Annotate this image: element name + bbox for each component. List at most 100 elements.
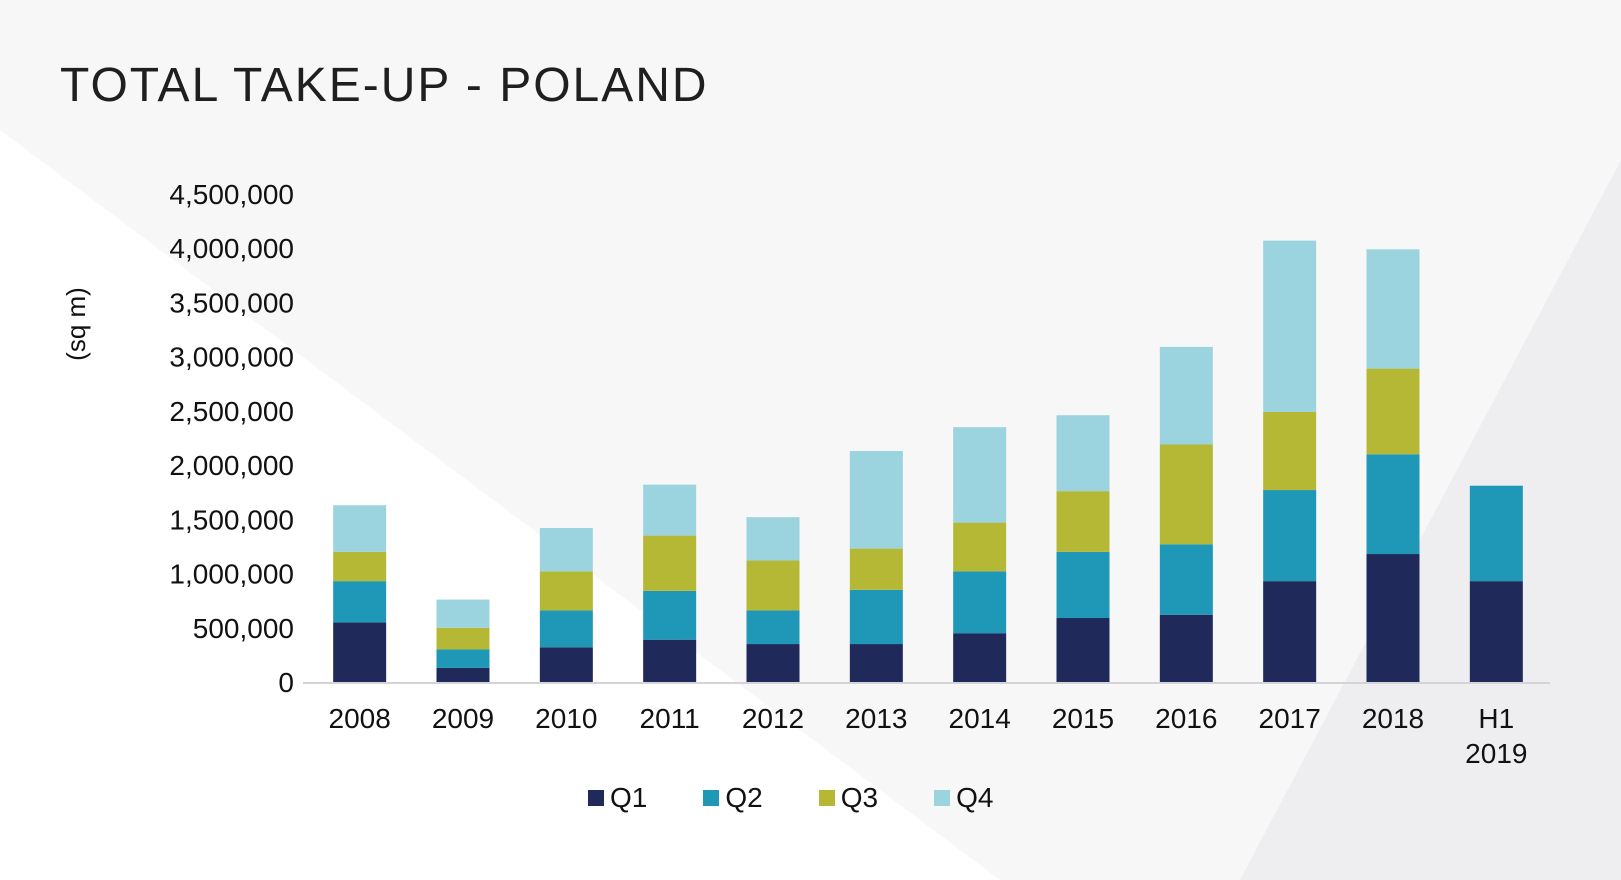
legend-swatch xyxy=(818,790,835,806)
x-axis: 2008 2009 2010 2011 2012 2013 2014 2015 2016 2017… xyxy=(329,703,1528,769)
y-tick-label: 2,500,000 xyxy=(169,396,294,427)
bar-segment-q1 xyxy=(1366,554,1420,682)
bar-segment-q4 xyxy=(1056,415,1110,492)
x-tick-label-line: 2019 xyxy=(1465,738,1527,769)
legend-label: Q1 xyxy=(610,782,648,813)
bar-segment-q3 xyxy=(333,551,387,582)
bar-segment-q3 xyxy=(1263,411,1317,491)
bar-segment-q3 xyxy=(643,535,697,591)
bar-segment-q4 xyxy=(1366,249,1420,369)
x-tick-label-line: 2012 xyxy=(742,703,804,734)
y-tick-label: 2,000,000 xyxy=(169,450,294,481)
bar-segment-q3 xyxy=(1056,491,1110,552)
legend-swatch xyxy=(703,790,720,806)
bar-segment-q2 xyxy=(643,590,697,640)
legend: Q1 Q2 Q3 Q4 xyxy=(588,782,1049,814)
legend-label: Q4 xyxy=(956,782,994,813)
bar-segment-q4 xyxy=(849,451,903,549)
bar-segment-q2 xyxy=(1159,544,1213,615)
x-tick-label: H1 2019 xyxy=(1465,703,1527,769)
bar-segment-q2 xyxy=(1469,485,1523,582)
y-tick-label: 3,000,000 xyxy=(169,342,294,373)
legend-label: Q3 xyxy=(840,782,879,813)
bar-segment-q1 xyxy=(1159,614,1213,682)
x-tick-label-line: 2017 xyxy=(1259,703,1321,734)
bar-segment-q4 xyxy=(953,427,1007,523)
bar-segment-q4 xyxy=(436,599,490,628)
x-tick-label: 2017 xyxy=(1259,703,1321,734)
legend-label: Q2 xyxy=(725,782,763,813)
bar-segment-q4 xyxy=(1159,346,1213,445)
bar-segment-q3 xyxy=(953,522,1007,572)
x-tick-label: 2018 xyxy=(1362,703,1424,734)
bar-segment-q2 xyxy=(539,610,593,648)
x-tick-label: 2016 xyxy=(1155,703,1217,734)
bar-segment-q2 xyxy=(333,581,387,623)
legend-item-q2: Q2 xyxy=(703,782,763,814)
background-shape-dark xyxy=(1240,160,1621,880)
bar-segment-q3 xyxy=(746,560,800,611)
y-tick-label: 1,500,000 xyxy=(169,504,294,535)
x-tick-label-line: 2016 xyxy=(1155,703,1217,734)
y-tick-label: 0 xyxy=(278,667,294,698)
legend-item-q1: Q1 xyxy=(588,782,647,814)
x-tick-label: 2012 xyxy=(742,703,804,734)
bar-segment-q1 xyxy=(333,622,387,682)
bar-segment-q1 xyxy=(436,667,490,682)
bar-segment-q4 xyxy=(333,505,387,552)
x-tick-label-line: 2009 xyxy=(432,703,494,734)
bar-segment-q3 xyxy=(436,627,490,650)
bar-segment-q3 xyxy=(539,571,593,611)
x-tick-label: 2014 xyxy=(949,703,1011,734)
x-tick-label: 2015 xyxy=(1052,703,1114,734)
y-axis-title: (sq m) xyxy=(61,287,91,361)
bar-segment-q4 xyxy=(643,484,697,536)
bar-segment-q1 xyxy=(1469,581,1523,682)
x-tick-label-line: 2014 xyxy=(949,703,1011,734)
y-tick-label: 1,000,000 xyxy=(169,559,294,590)
bar-segment-q3 xyxy=(1366,368,1420,455)
legend-swatch xyxy=(934,790,951,806)
x-tick-label: 2011 xyxy=(640,703,700,734)
x-tick-label: 2010 xyxy=(535,703,597,734)
legend-swatch xyxy=(588,790,604,806)
bar-segment-q1 xyxy=(1056,618,1110,682)
bar-segment-q2 xyxy=(1056,551,1110,619)
bar-segment-q2 xyxy=(436,649,490,668)
bar-segment-q3 xyxy=(1159,444,1213,545)
bar-segment-q1 xyxy=(539,647,593,682)
x-tick-label: 2008 xyxy=(329,703,391,734)
bar-segment-q1 xyxy=(1263,581,1317,682)
x-tick-label: 2009 xyxy=(432,703,494,734)
bar-segment-q2 xyxy=(849,589,903,645)
bar-segment-q3 xyxy=(849,548,903,590)
bar-segment-q4 xyxy=(1263,240,1317,412)
bars xyxy=(333,240,1523,682)
legend-item-q3: Q3 xyxy=(818,782,879,814)
bar-segment-q2 xyxy=(746,610,800,645)
x-tick-label-line: 2015 xyxy=(1052,703,1114,734)
legend-item-q4: Q4 xyxy=(934,782,993,814)
bar-segment-q1 xyxy=(746,644,800,682)
bar-segment-q1 xyxy=(953,633,1007,682)
x-tick-label-line: 2013 xyxy=(845,703,907,734)
y-tick-label: 4,500,000 xyxy=(169,179,294,210)
y-tick-label: 3,500,000 xyxy=(169,287,294,318)
x-tick-label: 2013 xyxy=(845,703,907,734)
x-tick-label-line: 2018 xyxy=(1362,703,1424,734)
y-axis: 0 500,000 1,000,000 1,500,000 2,000,000 2,500… xyxy=(169,179,294,698)
x-tick-label-line: 2010 xyxy=(535,703,597,734)
bar-segment-q2 xyxy=(1366,454,1420,555)
x-tick-label-line: H1 xyxy=(1478,703,1514,734)
bar-segment-q1 xyxy=(849,644,903,682)
chart-title: TOTAL TAKE-UP - POLAND xyxy=(60,59,709,112)
y-tick-label: 4,000,000 xyxy=(169,233,294,264)
bar-segment-q4 xyxy=(746,517,800,561)
bar-segment-q1 xyxy=(643,639,697,682)
x-tick-label-line: 2011 xyxy=(640,703,700,734)
y-tick-label: 500,000 xyxy=(193,613,294,644)
bar-segment-q4 xyxy=(539,528,593,572)
